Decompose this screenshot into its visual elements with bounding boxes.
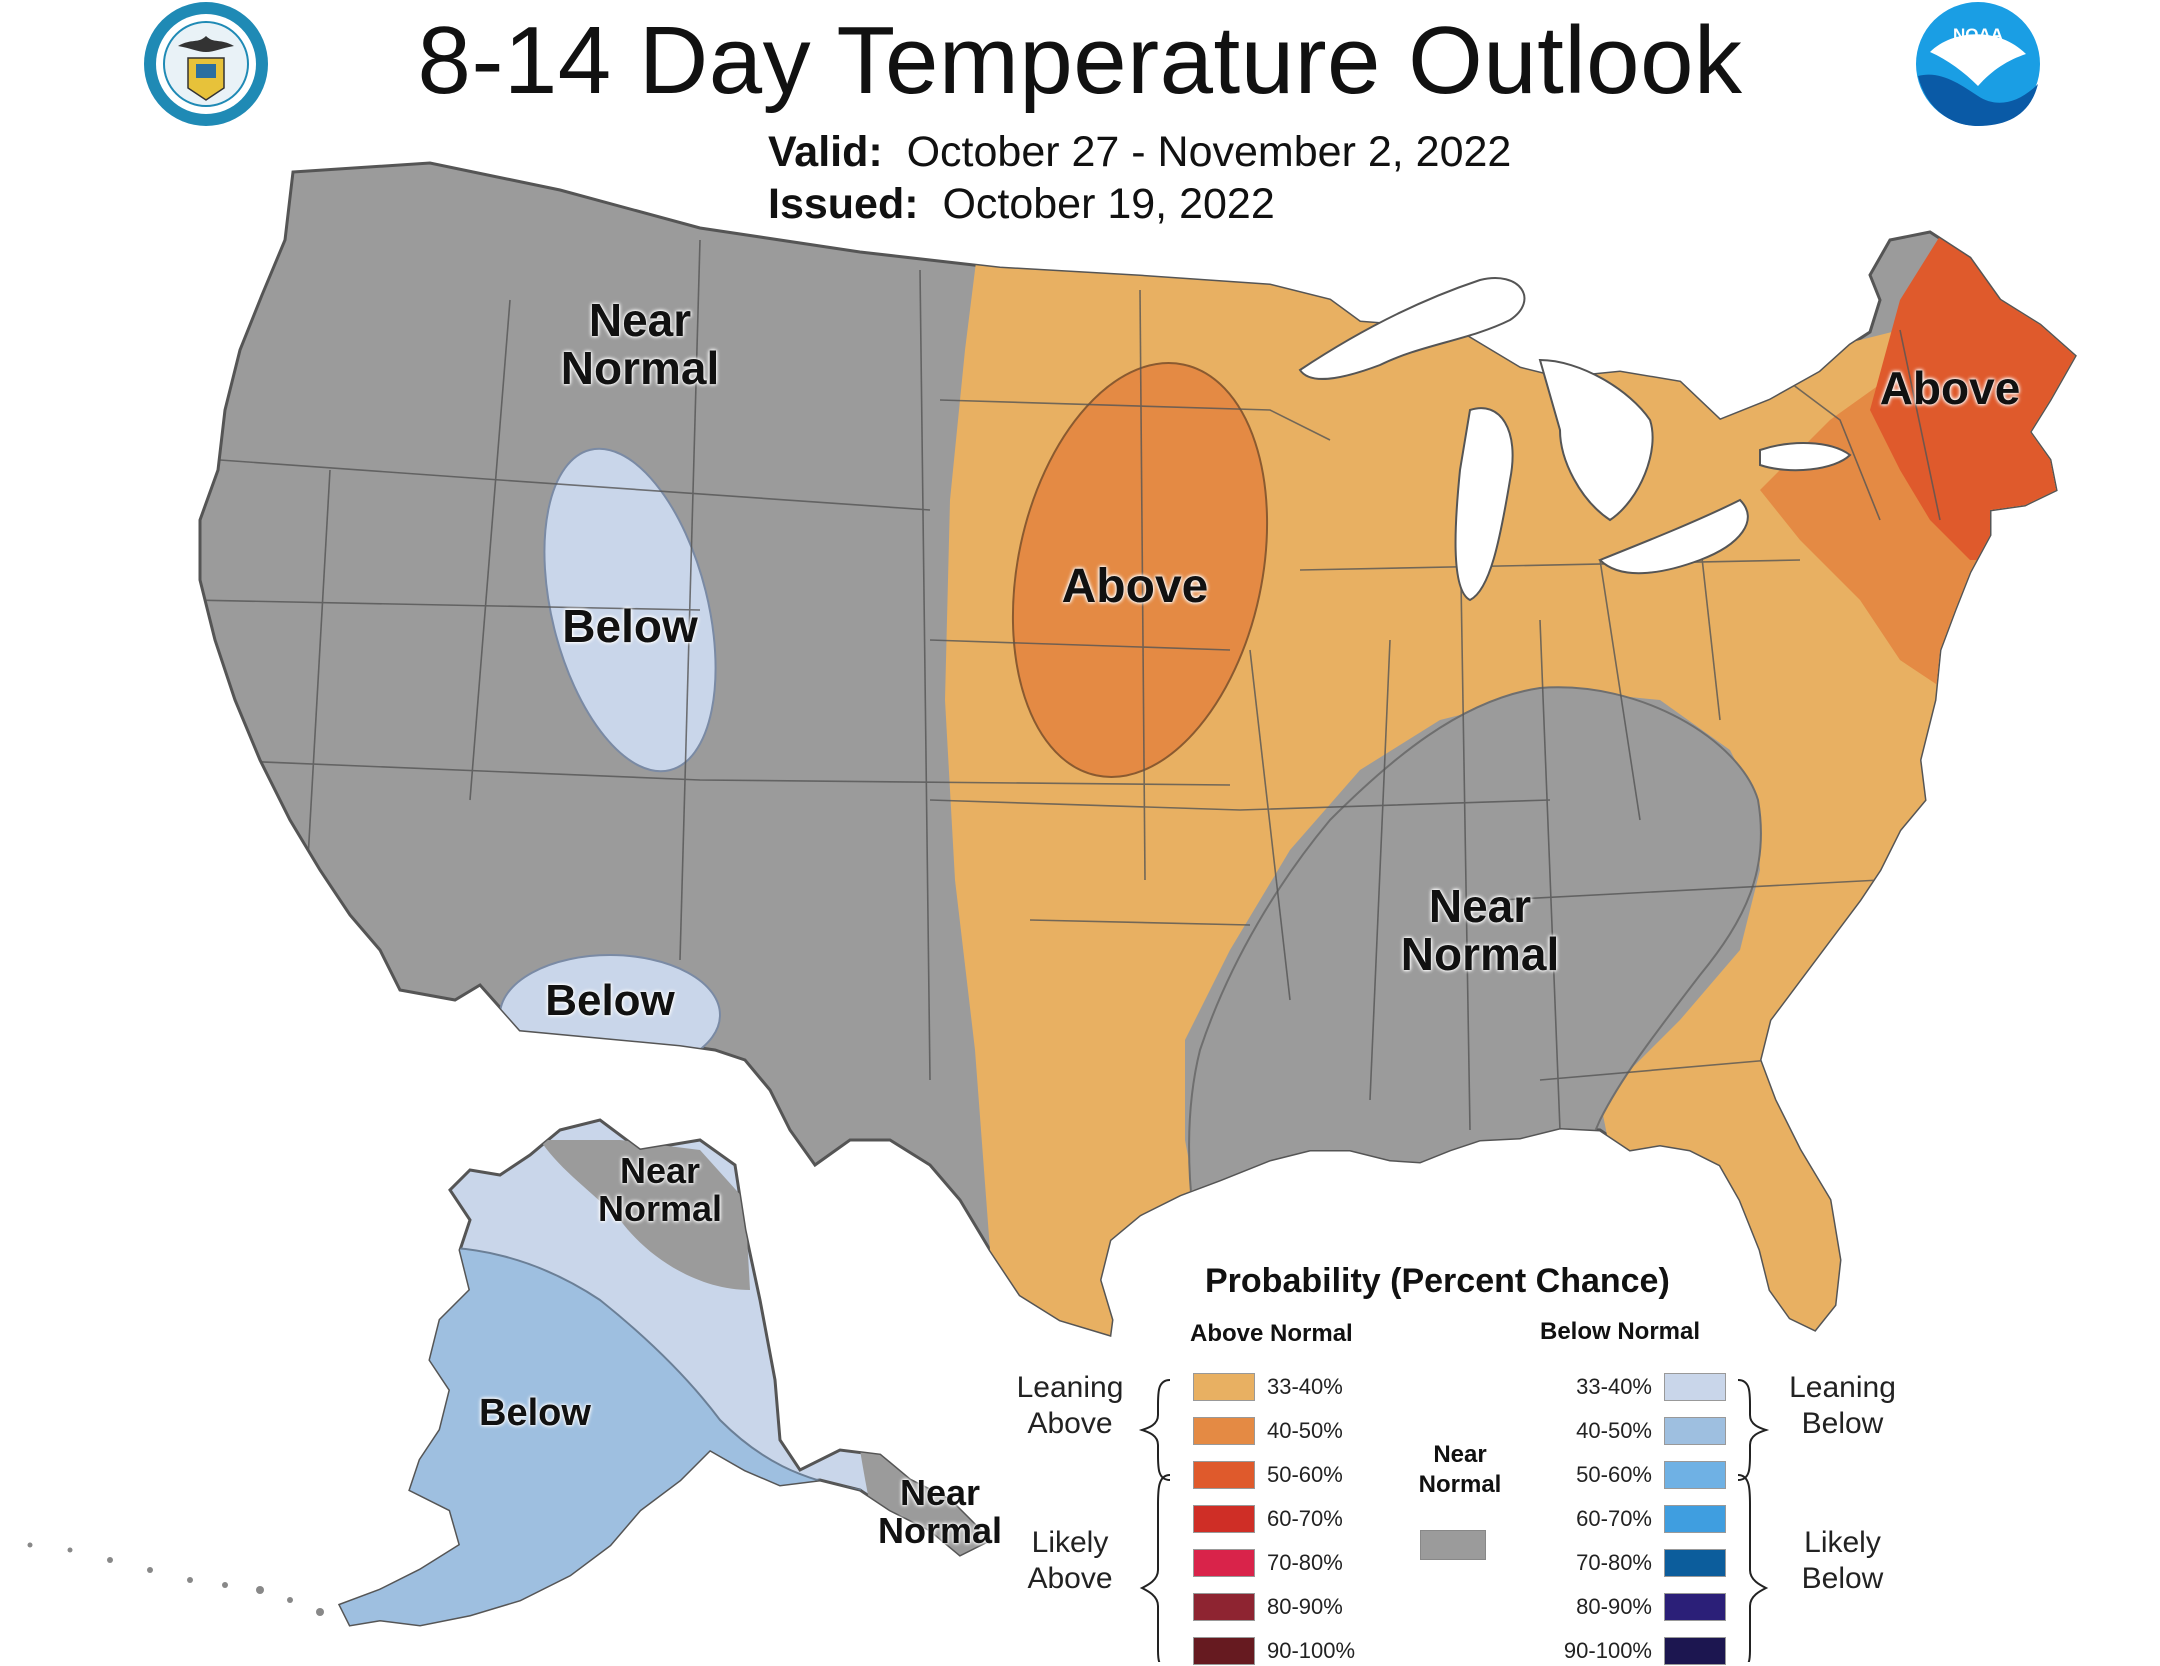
legend-below-row: 40-50% [1542, 1416, 1726, 1446]
legend-below-swatch [1664, 1417, 1726, 1445]
legend-near-normal-heading: Near Normal [1418, 1441, 1502, 1498]
issued-label: Issued: [768, 180, 919, 228]
legend-likely-below: Likely Below [1801, 1526, 1884, 1595]
legend-below-swatch [1664, 1373, 1726, 1401]
legend-above-label: 33-40% [1267, 1374, 1343, 1399]
region-label-utah-below: Below [562, 600, 698, 652]
legend-above-swatch [1193, 1417, 1255, 1445]
valid-dates: Valid: October 27 - November 2, 2022 [768, 128, 1511, 177]
legend-below-row: 33-40% [1542, 1372, 1726, 1402]
legend-above-row: 33-40% [1193, 1372, 1343, 1402]
legend-below-row: 60-70% [1542, 1504, 1726, 1534]
legend-above-label: 80-90% [1267, 1594, 1343, 1619]
issued-date: Issued: October 19, 2022 [768, 180, 1275, 229]
legend-above-row: 40-50% [1193, 1416, 1343, 1446]
legend-below-swatch [1664, 1637, 1726, 1665]
legend-below-row: 80-90% [1542, 1592, 1726, 1622]
legend-above-label: 90-100% [1267, 1638, 1356, 1663]
legend-leaning-above: Leaning Above [1016, 1371, 1124, 1440]
region-label-ak-below: Below [479, 1392, 591, 1434]
region-label-west-near-normal: Near Normal [560, 294, 720, 395]
noaa-logo: NOAA [1916, 2, 2040, 126]
great-lakes [1298, 277, 1852, 602]
legend-above-heading: Above Normal [1190, 1320, 1353, 1347]
region-label-az-below: Below [545, 976, 675, 1025]
legend-above-swatch [1193, 1593, 1255, 1621]
legend-above-swatch [1193, 1373, 1255, 1401]
legend-above-label: 40-50% [1267, 1418, 1343, 1443]
department-of-commerce-seal [144, 2, 268, 126]
region-label-ak-se-near-normal: Near Normal [877, 1472, 1003, 1551]
region-label-ak-north-near-normal: Near Normal [597, 1150, 723, 1229]
legend-below-heading: Below Normal [1540, 1318, 1701, 1345]
legend-above-row: 90-100% [1193, 1636, 1355, 1666]
legend-above-row: 80-90% [1193, 1592, 1343, 1622]
state-boundaries [200, 239, 1941, 1131]
legend-above-row: 50-60% [1193, 1460, 1343, 1490]
legend-below-row: 70-80% [1542, 1548, 1726, 1578]
region-label-southeast-near-normal: Near Normal [1400, 880, 1560, 981]
legend-likely-above: Likely Above [1027, 1526, 1113, 1595]
legend-above-swatch [1193, 1549, 1255, 1577]
noaa-logo-text: NOAA [1953, 25, 2003, 44]
legend-below-row: 50-60% [1542, 1460, 1726, 1490]
below-utah-area [543, 447, 717, 773]
legend-below-label: 33-40% [1576, 1374, 1652, 1399]
legend-below-label: 70-80% [1576, 1550, 1652, 1575]
region-label-northeast-above: Above [1879, 362, 2021, 414]
legend-above-row: 70-80% [1193, 1548, 1343, 1578]
legend-above-label: 60-70% [1267, 1506, 1343, 1531]
legend-braces [1138, 1379, 1770, 1662]
legend-below-label: 60-70% [1576, 1506, 1652, 1531]
legend-below-label: 40-50% [1576, 1418, 1652, 1443]
issued-value: October 19, 2022 [942, 180, 1275, 228]
legend-above-swatch [1193, 1461, 1255, 1489]
aleutian-islands [27, 1542, 324, 1616]
valid-label: Valid: [768, 128, 883, 176]
legend-above-label: 70-80% [1267, 1550, 1343, 1575]
alaska-map [27, 1118, 993, 1627]
valid-value: October 27 - November 2, 2022 [906, 128, 1512, 176]
map-title: 8-14 Day Temperature Outlook [417, 7, 1743, 114]
legend-below-label: 50-60% [1576, 1462, 1652, 1487]
legend-above-label: 50-60% [1267, 1462, 1343, 1487]
legend-below-swatch [1664, 1549, 1726, 1577]
alaska-north-near-normal-area [540, 1140, 750, 1290]
legend-leaning-below: Leaning Below [1789, 1371, 1896, 1440]
legend-below-swatch [1664, 1461, 1726, 1489]
legend-below-swatch [1664, 1505, 1726, 1533]
legend-above-swatch [1193, 1505, 1255, 1533]
legend-above-row: 60-70% [1193, 1504, 1343, 1534]
legend-near-normal-swatch [1420, 1530, 1486, 1560]
legend-below-label: 90-100% [1563, 1638, 1652, 1663]
legend-below-swatch [1664, 1593, 1726, 1621]
region-label-plains-above: Above [1061, 560, 1209, 613]
legend-below-label: 80-90% [1576, 1594, 1652, 1619]
legend-title: Probability (Percent Chance) [1205, 1262, 1670, 1300]
above-40-50-plains [1011, 362, 1269, 778]
legend-above-swatch [1193, 1637, 1255, 1665]
